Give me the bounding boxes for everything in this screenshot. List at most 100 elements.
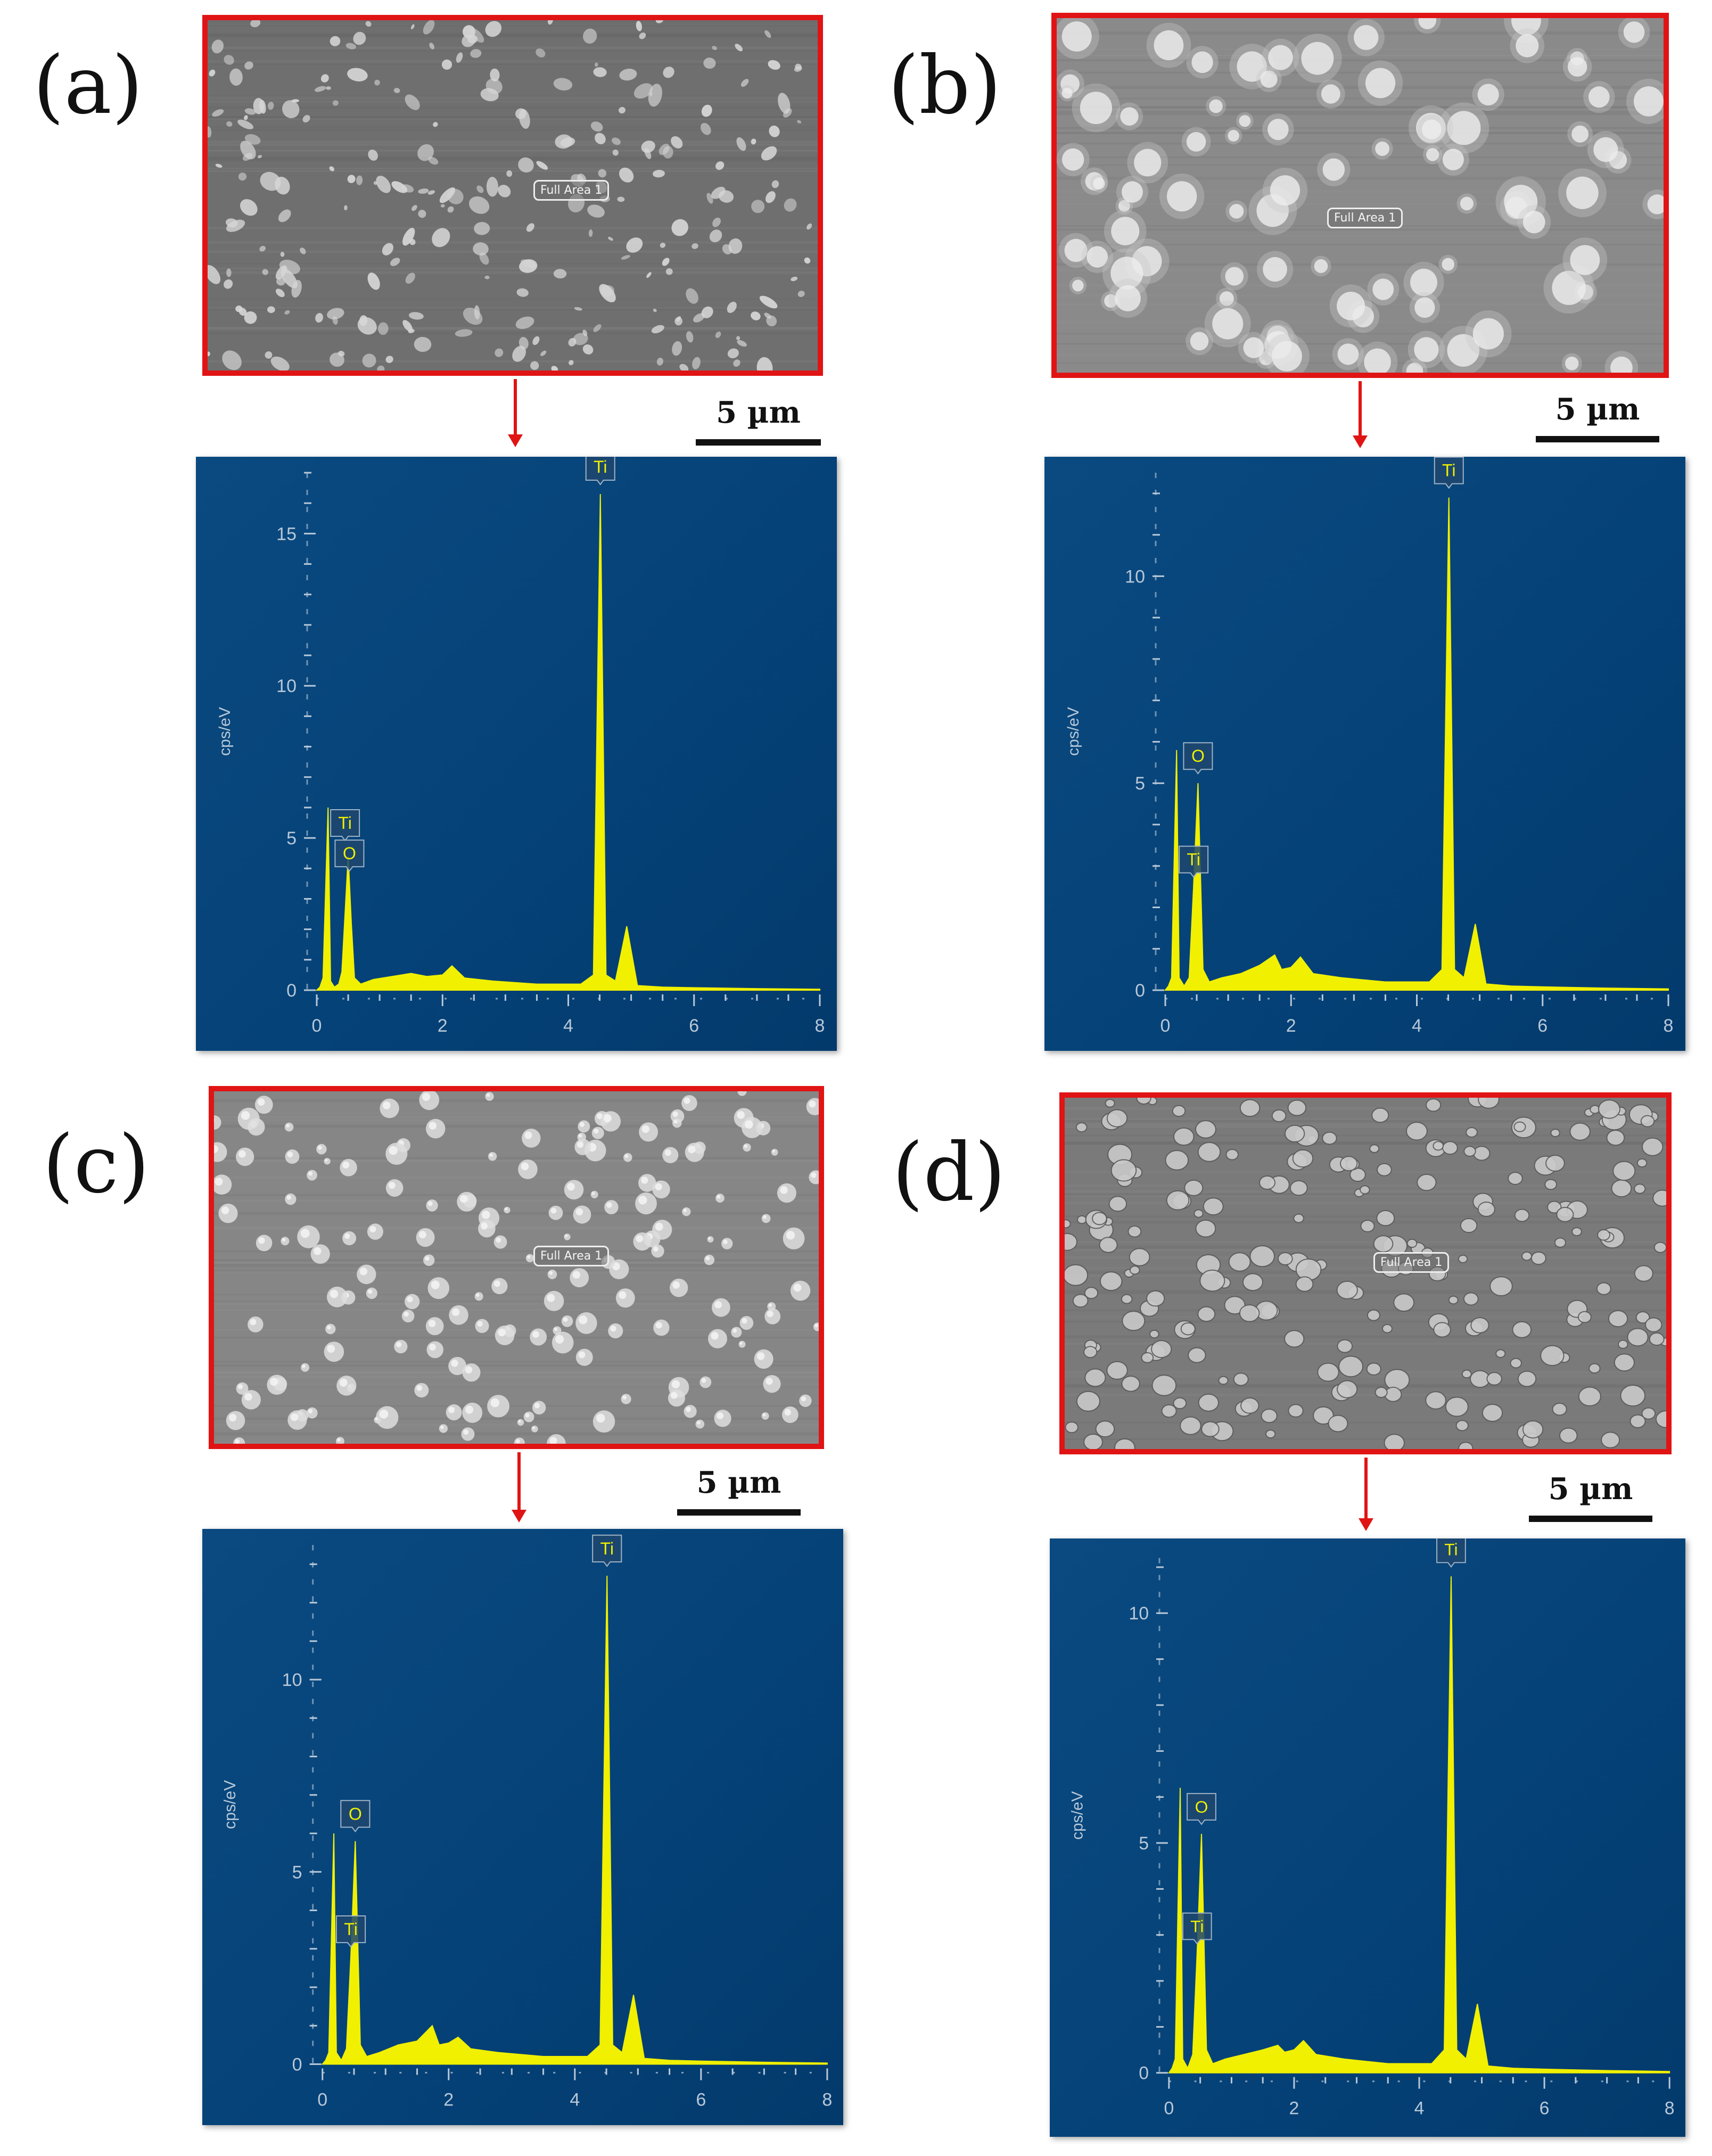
y-axis-label: cps/eV [216,707,234,756]
eds-spectrum-b: 0 5 10 0 2 4 6 8 cps/eV Ti O Ti [1044,457,1685,1051]
x-tick-label: 2 [1289,2098,1299,2118]
x-tick-label: 4 [1412,1016,1422,1036]
scale-bar-label: 5 µm [696,1465,781,1500]
y-axis-label: cps/eV [221,1780,239,1829]
svg-text:Ti: Ti [338,813,351,833]
svg-text:O: O [1191,746,1205,766]
x-tick-label: 6 [1537,1016,1548,1036]
panel-letter-c: (c) [43,1118,150,1211]
eds-chart: 0 5 10 0 2 4 6 8 cps/eV Ti O Ti [221,1534,832,2110]
x-tick-label: 4 [563,1016,573,1036]
y-tick-label: 5 [1139,1833,1149,1854]
svg-text:Ti: Ti [344,1920,358,1939]
y-tick-label: 0 [1139,2063,1149,2084]
y-tick-label: 0 [292,2055,302,2075]
x-tick-label: 6 [1540,2098,1550,2118]
spectrum-series [321,1576,828,2065]
spectrum-series [1167,1576,1670,2073]
eds-spectrum-c: 0 5 10 0 2 4 6 8 cps/eV Ti O Ti [202,1529,843,2125]
svg-text:Ti: Ti [600,1539,614,1558]
x-tick-label: 8 [1664,1016,1674,1036]
scale-bar-line [1529,1516,1652,1522]
y-axis-label: cps/eV [1065,707,1082,756]
x-tick-label: 2 [438,1016,448,1036]
x-tick-label: 6 [689,1016,699,1036]
x-tick-label: 2 [1286,1016,1296,1036]
spectrum-series [315,494,820,991]
y-tick-label: 10 [1125,566,1145,587]
sem-micrograph [1065,1098,1666,1449]
x-tick-label: 8 [815,1016,825,1036]
peak-label-ti: Ti [1179,845,1209,878]
arrow-b [1353,381,1368,448]
y-tick-label: 10 [1129,1603,1149,1624]
x-tick-label: 0 [1164,2098,1174,2118]
panel-letter-a: (a) [33,39,143,132]
sem-micrograph [1057,18,1664,373]
scale-bar-line [677,1509,801,1516]
area-label-c: Full Area 1 [533,1246,610,1266]
svg-text:Ti: Ti [1442,461,1455,480]
eds-chart: 0 5 10 15 0 2 4 6 8 cps/eV Ti Ti O [216,457,825,1036]
x-tick-label: 2 [443,2090,454,2110]
panel-letter-b: (b) [888,39,1002,132]
sem-image-c: Full Area 1 [209,1086,824,1449]
svg-text:O: O [349,1804,362,1823]
peak-label-ti: Ti [330,809,360,842]
peak-label-ti: Ti [1436,1538,1466,1568]
y-tick-label: 10 [276,676,297,696]
y-tick-label: 15 [276,524,297,544]
peak-label-o: O [1187,1793,1216,1825]
svg-text:O: O [343,844,356,863]
peak-label-o: O [334,840,365,872]
peak-label-o: O [340,1800,371,1833]
scale-bar-label: 5 µm [1548,1471,1633,1507]
peak-label-ti: Ti [585,457,615,485]
sem-micrograph [214,1091,819,1444]
sem-micrograph [208,20,818,371]
spectrum-series [1164,497,1669,991]
eds-spectrum-a: 0 5 10 15 0 2 4 6 8 cps/eV Ti Ti O [196,457,837,1051]
arrow-a [508,379,523,447]
sem-image-b: Full Area 1 [1051,13,1669,378]
eds-chart: 0 5 10 0 2 4 6 8 cps/eV Ti O Ti [1065,457,1674,1036]
scale-bar-label: 5 µm [716,395,801,430]
y-tick-label: 5 [292,1862,302,1882]
panel-letter-d: (d) [892,1126,1006,1219]
y-tick-label: 5 [286,828,297,849]
svg-text:Ti: Ti [1444,1540,1458,1559]
peak-label-ti: Ti [335,1915,366,1948]
peak-label-ti: Ti [592,1534,622,1567]
x-tick-label: 8 [822,2090,832,2110]
arrow-d [1359,1458,1373,1531]
scale-bar-label: 5 µm [1555,392,1640,427]
svg-text:Ti: Ti [1190,1916,1204,1936]
peak-label-ti: Ti [1434,457,1464,489]
x-tick-label: 4 [1414,2098,1425,2118]
x-tick-label: 0 [312,1016,322,1036]
y-tick-label: 0 [1135,981,1145,1001]
x-tick-label: 0 [1160,1016,1171,1036]
x-tick-label: 4 [570,2090,580,2110]
svg-text:Ti: Ti [594,457,607,476]
area-label-d: Full Area 1 [1373,1252,1450,1273]
x-tick-label: 8 [1665,2098,1675,2118]
y-tick-label: 5 [1135,773,1145,794]
y-tick-label: 10 [282,1670,302,1690]
sem-image-d: Full Area 1 [1059,1092,1672,1454]
scale-bar-line [696,439,821,446]
peak-label-o: O [1183,742,1213,775]
area-label-a: Full Area 1 [533,180,610,201]
eds-spectrum-d: 0 5 10 0 2 4 6 8 cps/eV Ti O Ti [1050,1538,1685,2137]
svg-text:Ti: Ti [1187,850,1200,869]
eds-chart: 0 5 10 0 2 4 6 8 cps/eV Ti O Ti [1069,1538,1675,2118]
scale-bar-b: 5 µm [1536,392,1659,442]
y-tick-label: 0 [286,981,297,1001]
scale-bar-a: 5 µm [696,395,821,446]
sem-image-a: Full Area 1 [202,15,823,376]
x-tick-label: 6 [696,2090,706,2110]
scale-bar-line [1536,436,1659,442]
x-tick-label: 0 [317,2090,327,2110]
scale-bar-c: 5 µm [677,1465,801,1516]
svg-text:O: O [1195,1797,1208,1816]
